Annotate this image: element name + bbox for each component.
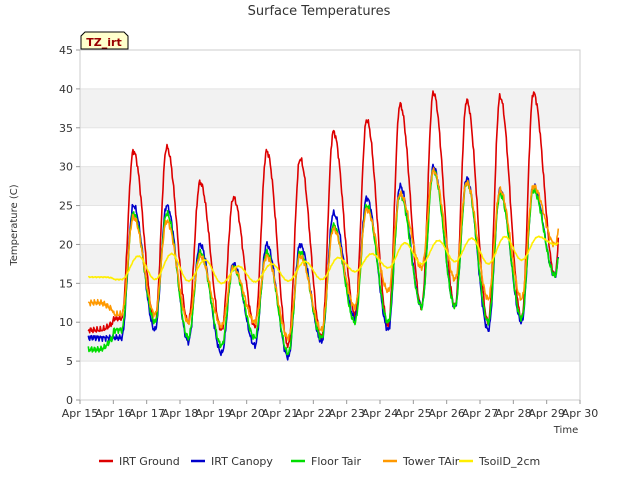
legend-item: Tower TAir — [383, 455, 460, 468]
series-line-floor-tair — [87, 169, 560, 356]
legend-item: TsoilD_2cm — [459, 455, 540, 468]
x-tick-label: Apr 24 — [362, 407, 399, 420]
x-tick-label: Apr 18 — [162, 407, 199, 420]
legend-label: Tower TAir — [402, 455, 460, 468]
badge-label: TZ_irt — [86, 36, 121, 49]
x-tick-label: Apr 30 — [562, 407, 599, 420]
x-tick-label: Apr 25 — [395, 407, 432, 420]
y-axis-label: Temperature (C) — [9, 184, 20, 266]
x-tick-label: Apr 23 — [328, 407, 365, 420]
badge-box — [80, 31, 129, 50]
grid-band — [80, 88, 580, 128]
legend-label: Floor Tair — [311, 455, 362, 468]
x-tick-label: Apr 15 — [62, 407, 99, 420]
y-tick-label: 20 — [59, 238, 73, 251]
legend-label: TsoilD_2cm — [478, 455, 540, 468]
legend-item: Floor Tair — [291, 455, 362, 468]
x-tick-label: Apr 28 — [495, 407, 532, 420]
series-line-tsoild-2cm — [87, 235, 559, 285]
legend-item: IRT Canopy — [191, 455, 273, 468]
legend-item: IRT Ground — [99, 455, 180, 468]
y-tick-label: 35 — [59, 122, 73, 135]
y-tick-label: 10 — [59, 316, 73, 329]
legend-label: IRT Ground — [119, 455, 180, 468]
y-tick-label: 45 — [59, 44, 73, 57]
x-tick-label: Apr 27 — [462, 407, 499, 420]
x-axis-label: Time — [553, 425, 578, 436]
x-tick-label: Apr 17 — [128, 407, 165, 420]
badge: TZ_irt — [80, 31, 129, 50]
grid-band — [80, 322, 580, 362]
series-lines — [87, 90, 560, 361]
chart-title: Surface Temperatures — [248, 4, 391, 19]
y-axis: 0 5 10 15 20 25 30 35 40 45 — [59, 44, 80, 407]
x-tick-label: Apr 29 — [528, 407, 565, 420]
x-tick-label: Apr 19 — [195, 407, 232, 420]
x-tick-label: Apr 20 — [228, 407, 265, 420]
y-tick-label: 0 — [66, 394, 73, 407]
y-tick-label: 40 — [59, 83, 73, 96]
y-tick-label: 25 — [59, 200, 73, 213]
legend: IRT Ground IRT Canopy Floor Tair Tower TAir… — [99, 455, 540, 468]
y-tick-label: 30 — [59, 161, 73, 174]
plot-area — [79, 49, 581, 401]
x-tick-label: Apr 16 — [95, 407, 132, 420]
series-line-tower-tair — [87, 167, 560, 342]
x-tick-label: Apr 22 — [295, 407, 332, 420]
x-tick-label: Apr 21 — [262, 407, 299, 420]
x-tick-label: Apr 26 — [428, 407, 465, 420]
y-tick-label: 15 — [59, 277, 73, 290]
legend-label: IRT Canopy — [211, 455, 273, 468]
y-tick-label: 5 — [66, 355, 73, 368]
